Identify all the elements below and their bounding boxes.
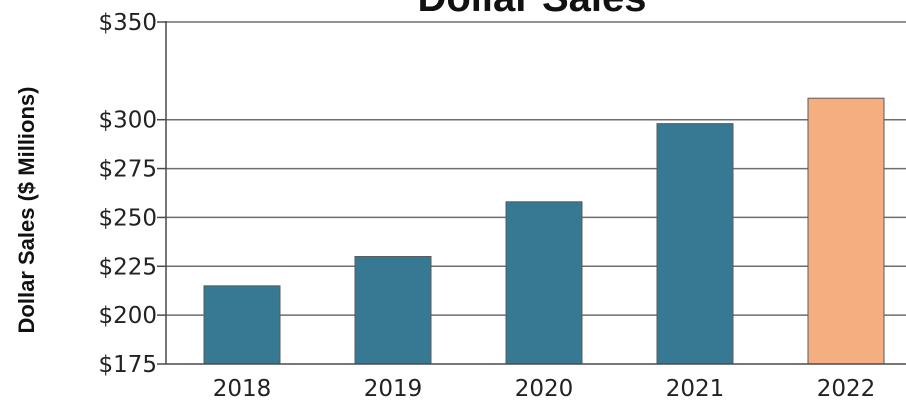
- x-tick-label: 2022: [817, 376, 876, 401]
- chart-title: Dollar Sales: [417, 0, 646, 20]
- y-tick-label: $225: [98, 254, 157, 280]
- bar-2019: [354, 256, 432, 365]
- y-tick-label: $175: [98, 352, 157, 378]
- bar-2021: [656, 123, 734, 365]
- bar-2018: [203, 285, 281, 365]
- y-tick-label: $350: [98, 10, 157, 36]
- x-tick-label: 2018: [213, 376, 272, 401]
- y-tick-label: $250: [98, 205, 157, 231]
- x-tick-label: 2020: [515, 376, 574, 401]
- x-tick-label: 2019: [364, 376, 423, 401]
- bar-2020: [505, 201, 583, 365]
- y-axis-ticks: $175 $200 $225 $250 $275 $300 $350: [98, 10, 166, 378]
- x-axis-ticks: 2018 2019 2020 2021 2022: [213, 376, 876, 401]
- y-axis-label: Dollar Sales ($ Millions): [14, 87, 39, 334]
- y-tick-label: $275: [98, 157, 157, 183]
- x-tick-label: 2021: [666, 376, 725, 401]
- y-tick-label: $300: [98, 108, 157, 134]
- bar-2022: [807, 97, 885, 365]
- y-tick-label: $200: [98, 303, 157, 329]
- bars: [203, 97, 885, 365]
